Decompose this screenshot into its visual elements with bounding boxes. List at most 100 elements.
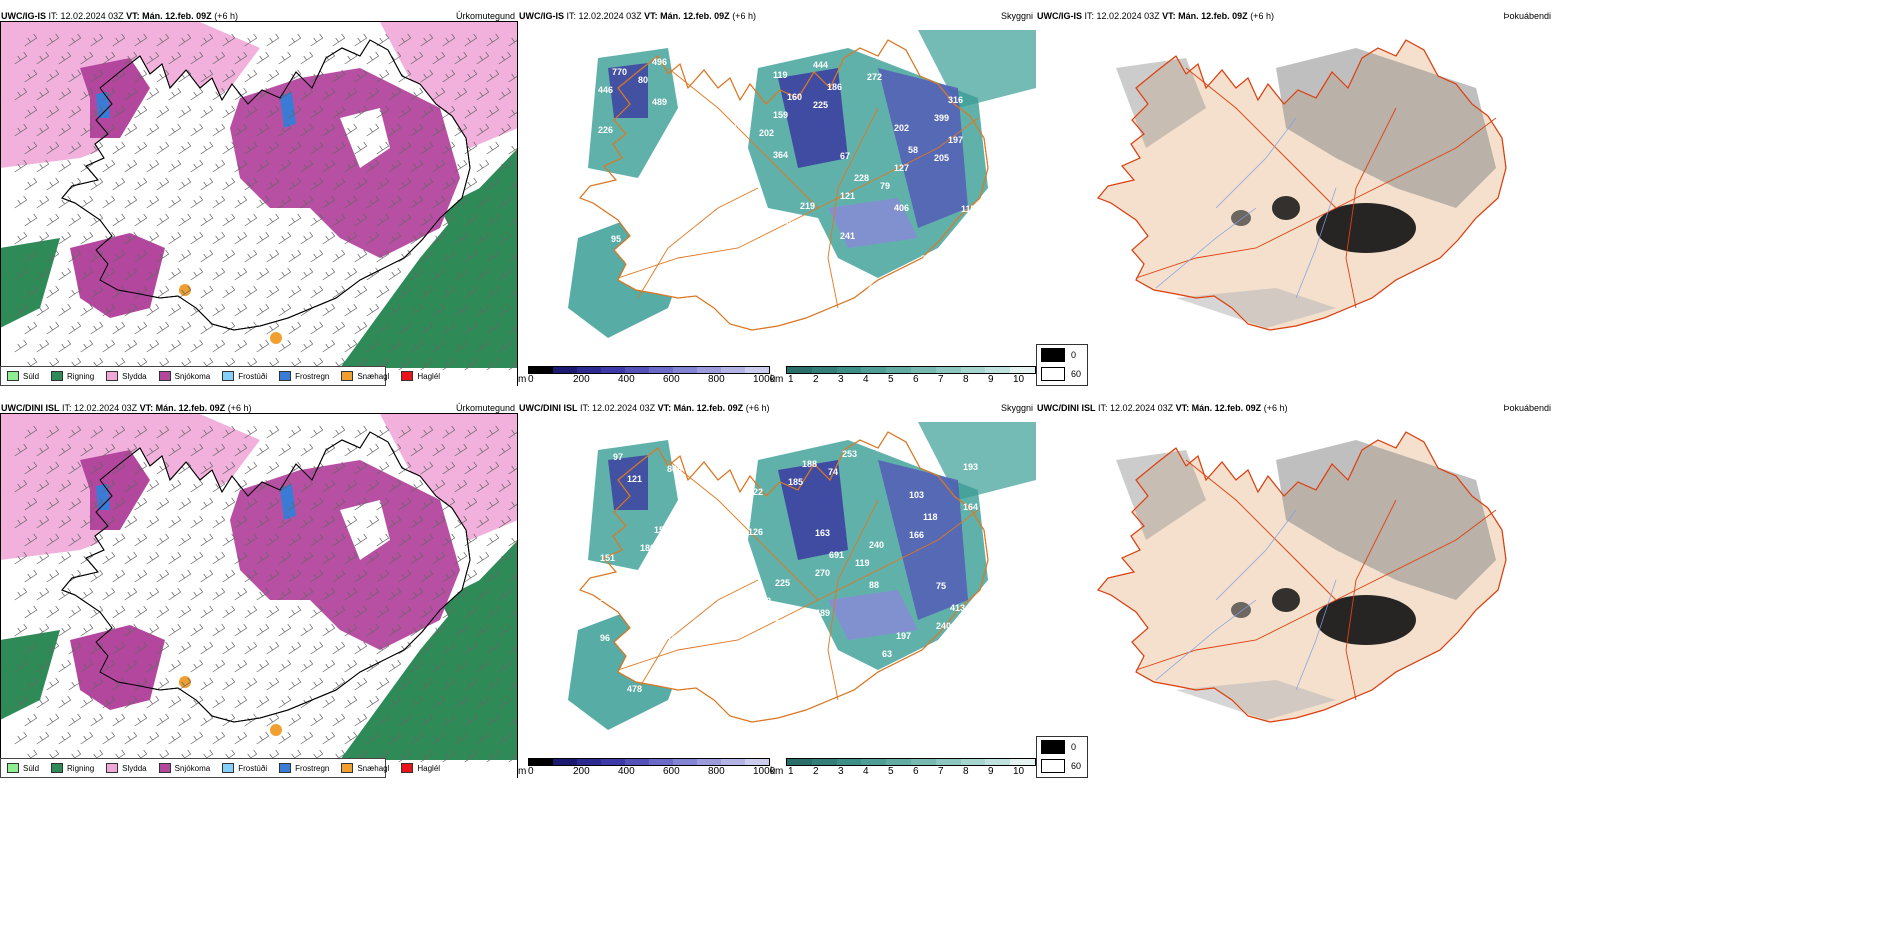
peak-label: 770: [612, 67, 627, 77]
legend-label: Rigning: [67, 371, 95, 381]
legend-item-snjokoma: Snjókoma: [158, 763, 210, 773]
legend-swatch: [51, 371, 64, 381]
peak-label: 261: [681, 656, 696, 666]
peak-label: 240: [936, 621, 951, 631]
peak-label: 272: [694, 515, 709, 525]
km-tick-label: 3: [838, 766, 844, 777]
peak-label: 261: [598, 45, 613, 55]
peak-label: 77: [907, 272, 917, 282]
peak-label: 202: [759, 128, 774, 138]
peak-label: 159: [773, 110, 788, 120]
km-tick-label: 1: [788, 374, 794, 385]
legend-item-snaehagl: Snæhagl: [341, 371, 389, 381]
peak-label: 214: [625, 176, 640, 186]
fog-legend: 0 60: [1036, 344, 1088, 386]
peak-label: 103: [909, 490, 924, 500]
peak-label: 118: [667, 634, 682, 644]
m-tick-label: 0: [528, 374, 534, 385]
peak-label: 126: [719, 98, 734, 108]
legend-swatch: [158, 763, 171, 773]
peak-label: 196: [679, 148, 694, 158]
m-tick-label: 200: [573, 374, 590, 385]
km-tick-label: 4: [863, 374, 869, 385]
peak-label: 229: [746, 229, 761, 239]
legend-item-frostregn: Frostregn: [279, 763, 329, 773]
peak-label: 966: [921, 294, 936, 304]
peak-label: 210: [692, 47, 707, 57]
peak-label: 182: [600, 593, 615, 603]
legend-label: Snjókoma: [174, 371, 211, 381]
legend-label: Slydda: [122, 371, 147, 381]
m-tick-label: 800: [708, 766, 725, 777]
peak-label: 58: [908, 145, 918, 155]
panel-header: UWC/IG-IS IT: 12.02.2024 03Z VT: Mán. 12…: [518, 8, 1036, 24]
legend-item-frostregn: Frostregn: [279, 371, 329, 381]
peak-label: 135: [786, 259, 801, 269]
legend-swatch: [7, 763, 19, 773]
km-tick-label: 7: [938, 766, 944, 777]
product-title: Úrkomutegund: [455, 11, 515, 21]
fog-swatch-black: [1041, 347, 1065, 362]
precip-type-map: [0, 414, 518, 778]
m-unit-label: m: [518, 374, 527, 385]
km-tick-label: 10: [1013, 374, 1025, 385]
peak-label: 88: [869, 580, 879, 590]
peak-label: 241: [840, 231, 855, 241]
panel-header: UWC/IG-IS IT: 12.02.2024 03Z VT: Mán. 12…: [1036, 8, 1554, 24]
peak-label: 122: [748, 487, 763, 497]
peak-label: 141: [625, 216, 640, 226]
legend-item-frostudi: Frostúði: [222, 763, 267, 773]
peak-label: 97: [613, 452, 623, 462]
peak-label: 185: [788, 477, 803, 487]
peak-label: 280: [679, 188, 694, 198]
peak-label: 75: [936, 581, 946, 591]
legend-swatch: [341, 763, 354, 773]
legend-label: Slydda: [122, 763, 147, 773]
m-tick-label: 600: [663, 374, 680, 385]
km-tick-label: 5: [888, 374, 894, 385]
peak-label: 188: [802, 459, 817, 469]
panel-header: UWC/DINI ISL IT: 12.02.2024 03Z VT: Mán.…: [518, 400, 1036, 416]
m-tick-label: 600: [663, 766, 680, 777]
km-tick-label: 9: [988, 766, 994, 777]
visibility-colorbar: [786, 758, 1036, 766]
peak-label: 279: [788, 437, 803, 447]
legend-item-snjokoma: Snjókoma: [158, 371, 211, 381]
peak-label: 205: [934, 153, 949, 163]
legend-item-frostudi: Frostúði: [222, 371, 267, 381]
peak-label: 79: [880, 181, 890, 191]
legend-swatch: [158, 371, 171, 381]
m-tick-label: 200: [573, 766, 590, 777]
km-tick-label: 4: [863, 766, 869, 777]
km-tick-label: 6: [913, 374, 919, 385]
km-tick-label: 3: [838, 374, 844, 385]
peak-label: 202: [894, 123, 909, 133]
peak-label: 121: [840, 191, 855, 201]
product-title: Úrkomutegund: [455, 403, 515, 413]
peak-label: 742: [921, 254, 936, 264]
peak-label: 185: [706, 279, 721, 289]
peak-label: 95: [611, 234, 621, 244]
fog-map: [1036, 22, 1554, 386]
legend-item-snaehagl: Snæhagl: [341, 763, 389, 773]
fog-swatch-white: [1041, 758, 1065, 773]
precip-type-legend: Súld Rigning Slydda Snjókoma Frostúði Frostre…: [0, 758, 440, 778]
legend-item-haglel: Haglél: [401, 763, 440, 773]
km-tick-label: 6: [913, 766, 919, 777]
peak-label: 79: [719, 138, 729, 148]
precip-type-legend: Súld Rigning Slydda Snjókoma Frostúði Frostre…: [0, 366, 440, 386]
peak-label: 127: [894, 163, 909, 173]
km-tick-label: 5: [888, 766, 894, 777]
fog-map: [1036, 414, 1554, 778]
peak-label: 63: [882, 649, 892, 659]
peak-label: 208: [654, 565, 669, 575]
peak-label: 899: [694, 555, 709, 565]
peak-label: 119: [855, 558, 870, 568]
m-tick-label: 400: [618, 374, 635, 385]
peak-label: 155: [640, 583, 655, 593]
peak-label: 489: [652, 97, 667, 107]
km-tick-label: 1: [788, 766, 794, 777]
legend-label: Súld: [23, 763, 40, 773]
cloud-colorbars: m 0 200 400 600 800 1000 km 1 2 3 4 5 6 7 8 9 10: [518, 758, 1036, 777]
km-tick-label: 8: [963, 374, 969, 385]
